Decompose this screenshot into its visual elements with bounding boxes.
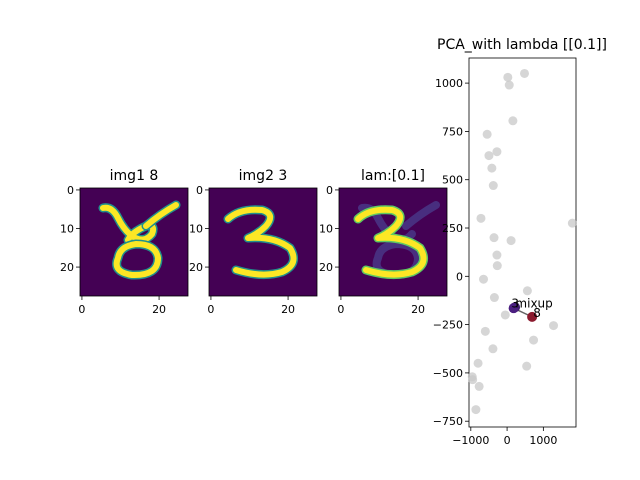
y-tick-label: 10 — [189, 223, 203, 236]
scatter-ticks: −1000 0 1000 −750 −500 −250 0 250 500 750 1000 — [433, 77, 558, 447]
x-tick-label: 20 — [281, 303, 295, 316]
y-tick-label: 250 — [442, 222, 463, 235]
x-tick-label: 20 — [152, 303, 166, 316]
scatter-point — [506, 236, 516, 246]
highlight-point-img1 — [508, 303, 519, 314]
highlight-point-img2 — [527, 311, 538, 322]
panel-title: lam:[0.1] — [361, 168, 425, 184]
x-tick-label: 0 — [78, 303, 85, 316]
scatter-point — [487, 163, 497, 173]
digit-stroke — [355, 206, 427, 278]
scatter-point — [488, 181, 498, 191]
scatter-point — [468, 375, 478, 385]
scatter-point — [519, 68, 529, 78]
annotation-label: mixup — [515, 296, 552, 310]
digit-strokes — [98, 200, 181, 280]
image-panel-img2: img2 3 0 20 0 10 20 — [189, 168, 318, 316]
scatter-point — [476, 213, 486, 223]
scatter-point — [473, 358, 483, 368]
y-tick-label: 20 — [319, 261, 333, 274]
digit-stroke — [113, 202, 179, 279]
scatter-point — [522, 286, 532, 296]
panel-ticks: 0 20 0 10 20 — [319, 184, 425, 316]
y-tick-label: −250 — [433, 319, 463, 332]
annotation-label: 3 — [511, 296, 519, 310]
y-tick-label: 20 — [189, 261, 203, 274]
panel-ticks: 0 20 0 10 20 — [189, 184, 295, 316]
y-tick-label: 750 — [442, 125, 463, 138]
y-tick-label: 0 — [196, 184, 203, 197]
image-frame — [208, 187, 318, 297]
x-tick-label: 20 — [411, 303, 425, 316]
scatter-point — [489, 233, 499, 243]
image-panel-img1: img1 8 0 20 0 10 20 — [60, 168, 189, 316]
scatter-point — [567, 218, 577, 228]
y-tick-label: 10 — [319, 223, 333, 236]
highlight-points — [508, 302, 538, 322]
scatter-point — [508, 116, 518, 126]
scatter-point — [500, 310, 510, 320]
panel-title: img1 8 — [110, 168, 159, 184]
y-tick-label: 1000 — [435, 77, 463, 90]
x-tick-label: 1000 — [529, 434, 557, 447]
scatter-point — [474, 381, 484, 391]
scatter-point — [484, 151, 494, 161]
y-tick-label: 20 — [60, 261, 74, 274]
scatter-point — [471, 405, 481, 415]
scatter-point — [549, 321, 559, 331]
scatter-point — [480, 326, 490, 336]
panel-title: img2 3 — [239, 168, 288, 184]
y-tick-label: −500 — [433, 367, 463, 380]
y-tick-label: 0 — [326, 184, 333, 197]
digit-strokes — [353, 201, 440, 280]
x-tick-label: 0 — [337, 303, 344, 316]
scatter-point — [504, 80, 514, 90]
image-frame — [79, 187, 189, 297]
x-tick-label: −1000 — [452, 434, 489, 447]
annotation-label: 8 — [533, 306, 541, 320]
digit-stroke — [225, 206, 297, 278]
scatter-axes-frame — [468, 57, 577, 428]
scatter-point — [492, 147, 502, 157]
y-tick-label: 500 — [442, 174, 463, 187]
x-tick-label: 0 — [504, 434, 511, 447]
x-tick-label: 0 — [207, 303, 214, 316]
scatter-point — [492, 250, 502, 260]
image-panel-mixup: lam:[0.1] 0 20 0 10 20 — [319, 168, 448, 316]
scatter-point — [503, 72, 513, 82]
scatter-point — [488, 344, 498, 354]
digit-strokes — [223, 205, 299, 280]
panel-ticks: 0 20 0 10 20 — [60, 184, 166, 316]
y-tick-label: 0 — [456, 270, 463, 283]
background-points — [467, 68, 577, 415]
scatter-title: PCA_with lambda [[0.1]] — [437, 37, 607, 53]
scatter-point — [492, 261, 502, 271]
scatter-point — [489, 293, 499, 303]
y-tick-label: 10 — [60, 223, 74, 236]
scatter-point — [529, 335, 539, 345]
pca-scatter: PCA_with lambda [[0.1]] −1000 0 1000 −750 −5… — [433, 37, 607, 447]
image-frame — [338, 187, 448, 297]
y-tick-label: −750 — [433, 415, 463, 428]
scatter-point — [479, 274, 489, 284]
y-tick-label: 0 — [67, 184, 74, 197]
scatter-point — [522, 361, 532, 371]
scatter-point — [482, 129, 492, 139]
